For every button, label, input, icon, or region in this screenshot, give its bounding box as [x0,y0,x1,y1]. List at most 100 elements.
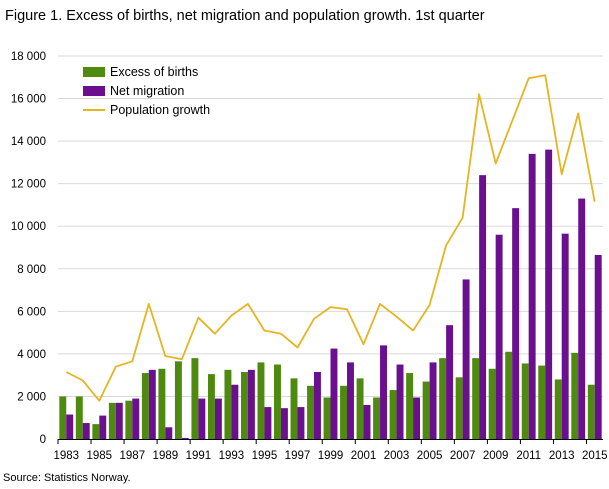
x-tick-label: 1989 [153,450,179,462]
bar-net-migration [578,198,586,439]
x-tick-label: 1999 [318,450,344,462]
bar-net-migration [413,397,421,439]
bar-net-migration [115,402,123,439]
y-tick-label: 0 [40,434,46,446]
x-tick-label: 2001 [351,450,377,462]
bar-excess-of-births [59,396,67,439]
population-growth-line [65,74,596,402]
legend-label-net-migration: Net migration [110,84,184,98]
x-tick-label: 2009 [483,450,509,462]
bar-net-migration [247,369,255,439]
x-tick-label: 2011 [516,450,541,462]
bar-excess-of-births [92,424,100,439]
source-note: Source: Statistics Norway. [3,472,131,484]
legend-swatch-net-migration [83,86,105,96]
bar-net-migration [214,398,222,439]
bar-excess-of-births [406,373,414,439]
x-tick-label: 2007 [450,450,476,462]
bar-net-migration [495,234,503,439]
bar-net-migration [148,369,156,439]
x-tick-label: 1993 [219,450,245,462]
bar-excess-of-births [125,400,133,439]
bar-net-migration [66,414,74,439]
bar-excess-of-births [587,384,595,439]
bar-excess-of-births [389,390,397,439]
y-axis-tick-labels: 0 2 000 4 000 6 000 8 000 10 000 12 000 14 000 1… [11,51,46,446]
bar-excess-of-births [240,371,248,439]
x-tick-label: 1983 [53,450,79,462]
x-tick-label: 1985 [86,450,112,462]
bar-net-migration [396,364,404,439]
y-tick-label: 6 000 [17,306,46,318]
y-tick-label: 14 000 [11,136,46,148]
bar-net-migration [561,233,569,439]
bar-net-migration [82,423,90,439]
chart-title: Figure 1. Excess of births, net migratio… [5,8,485,24]
bar-excess-of-births [571,352,579,439]
bar-net-migration [313,371,321,439]
bar-net-migration [181,437,189,439]
bar-net-migration [594,254,602,439]
bar-net-migration [380,345,387,439]
bar-excess-of-births [224,369,232,439]
bar-excess-of-births [439,358,447,439]
bar-excess-of-births [505,351,513,439]
bar-net-migration [479,175,487,439]
bar-net-migration [99,415,107,439]
legend-swatch-excess-of-births [83,67,105,77]
bar-excess-of-births [373,397,381,439]
bar-net-migration [446,325,454,439]
bar-excess-of-births [521,363,529,439]
bar-excess-of-births [290,378,298,439]
bar-excess-of-births [422,381,430,439]
bar-net-migration [165,427,173,439]
bar-excess-of-births [158,368,166,439]
bar-excess-of-births [472,358,480,439]
legend-label-excess-of-births: Excess of births [110,65,198,79]
bar-net-migration [462,279,470,439]
x-axis [57,439,603,444]
bar-net-migration [231,384,239,439]
y-tick-label: 2 000 [17,391,46,403]
y-tick-label: 10 000 [11,221,46,233]
bar-excess-of-births [554,379,562,439]
bar-excess-of-births [538,365,546,439]
bar-excess-of-births [108,402,116,439]
legend: Excess of births Net migration Population … [83,65,210,117]
bar-net-migration [429,362,437,439]
bar-excess-of-births [340,385,348,439]
bar-excess-of-births [75,396,83,439]
x-tick-label: 2015 [582,450,608,462]
bar-net-migration [528,153,536,439]
bar-excess-of-births [307,385,314,439]
legend-label-population-growth: Population growth [110,103,210,117]
bar-excess-of-births [141,373,149,439]
y-tick-label: 8 000 [17,264,46,276]
bar-excess-of-births [274,364,281,439]
bar-excess-of-births [488,368,496,439]
bar-excess-of-births [174,361,182,439]
bar-net-migration [347,362,354,439]
bar-excess-of-births [207,374,215,439]
bar-net-migration [132,398,140,439]
population-growth-line-layer [65,74,596,402]
bar-excess-of-births [257,362,265,439]
x-tick-label: 2005 [417,450,443,462]
bar-net-migration [512,208,520,439]
bar-net-migration [198,398,206,439]
y-tick-label: 18 000 [11,51,46,63]
x-tick-label: 1991 [186,450,212,462]
x-tick-label: 2013 [549,450,575,462]
bar-net-migration [280,408,288,439]
x-tick-label: 1987 [120,450,146,462]
x-tick-label: 2003 [384,450,410,462]
y-tick-label: 12 000 [11,179,46,191]
bar-net-migration [363,404,371,439]
x-axis-tick-labels: 1983 1985 1987 1989 1991 1993 1995 1997 1999 2001… [53,450,607,462]
bar-excess-of-births [455,377,463,439]
bar-excess-of-births [323,397,331,439]
x-tick-label: 1997 [285,450,311,462]
bar-net-migration [330,348,338,439]
bars [59,149,602,439]
